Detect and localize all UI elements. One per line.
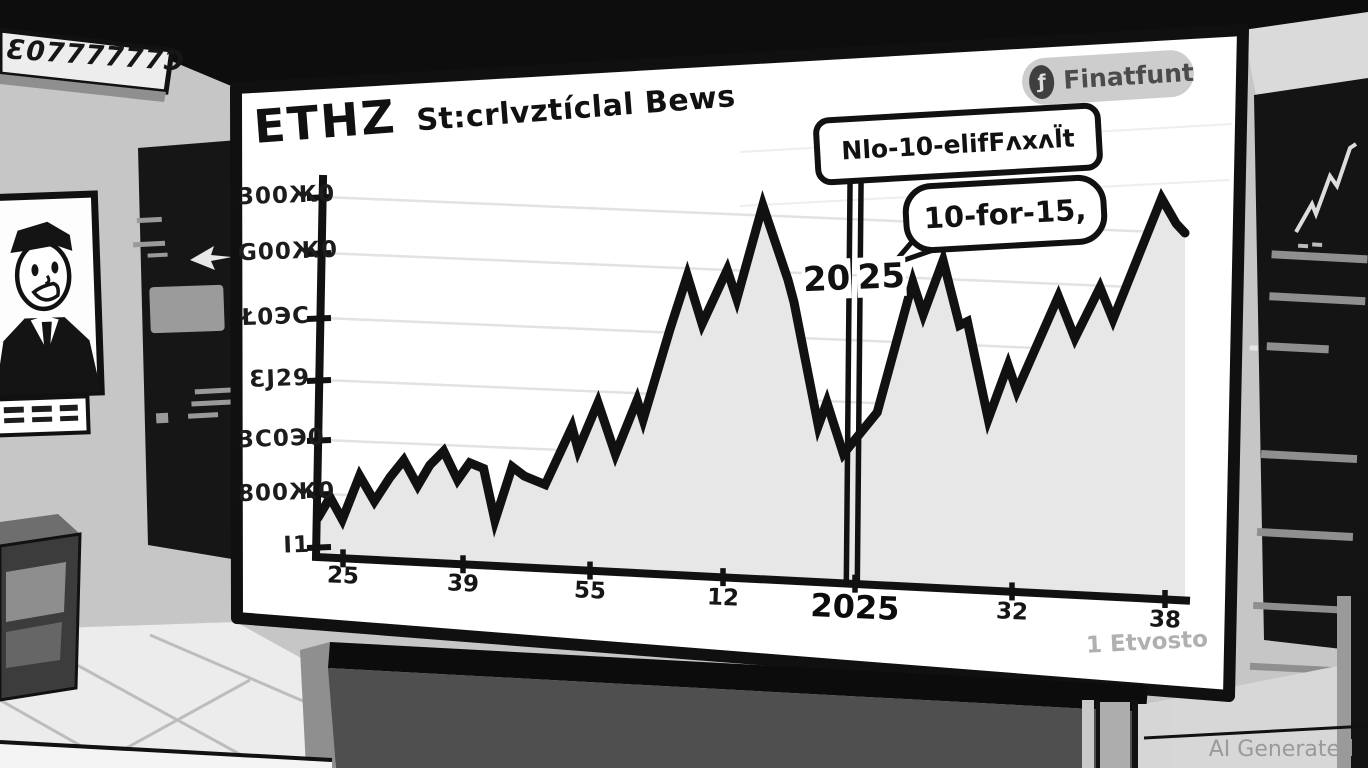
speech-bubble-main: 10-for-15, — [901, 173, 1109, 255]
y-tick-label: I1 — [282, 531, 311, 559]
price-chart — [306, 154, 1191, 609]
y-tick-mark — [306, 194, 332, 201]
right-arrow-icon — [190, 246, 232, 270]
x-tick-label: 32 — [995, 598, 1029, 626]
vline-2025 — [843, 154, 854, 584]
x-tick-label: 12 — [706, 584, 740, 612]
y-tick-label: G00Ж0 — [237, 236, 339, 267]
x-tick-label: 25 — [326, 562, 360, 590]
x-tick-label: 55 — [573, 577, 607, 605]
right-panel — [1249, 78, 1368, 675]
vline-year-label: 20 25 — [801, 255, 907, 301]
ceiling — [0, 0, 1368, 88]
left-panel — [132, 140, 238, 560]
y-tick-mark — [306, 491, 332, 498]
y-tick-label: 800Ж0 — [237, 477, 336, 508]
y-tick-mark — [306, 377, 332, 384]
y-tick-label: 3C0Э0 — [237, 424, 326, 454]
mini-sparkline-icon — [1294, 142, 1358, 233]
y-tick-mark — [306, 544, 332, 551]
ticker-sign — [0, 27, 175, 102]
studio-monitor — [0, 514, 82, 702]
foreground-props — [0, 233, 1368, 768]
y-tick-label: 300Ж0 — [237, 180, 336, 211]
price-line — [313, 187, 1190, 538]
caption-panel — [0, 394, 91, 438]
news-anchor-illustration — [0, 190, 105, 400]
y-tick-label: ƐJ29 — [248, 364, 311, 393]
ai-generated-watermark: AI Generated — [1208, 737, 1354, 762]
vline-year-left: 20 — [801, 258, 853, 301]
ticker-symbol: ETHZ — [251, 89, 399, 154]
y-tick-label: Ł0ЭС — [241, 302, 311, 332]
vline-year-right: 25 — [855, 255, 907, 298]
badge-label: Finatfunt — [1062, 57, 1195, 95]
vline-2025 — [854, 154, 865, 584]
y-tick-mark — [306, 250, 332, 257]
y-tick-mark — [306, 315, 332, 322]
price-area — [318, 198, 1185, 600]
coin-icon: ƒ — [1028, 63, 1056, 100]
wall-light-wedge — [1243, 8, 1368, 96]
x-tick-label: 39 — [446, 570, 480, 598]
y-tick-mark — [306, 437, 332, 444]
chart-axes — [311, 174, 1191, 605]
x-tick-label-2025: 2025 — [809, 586, 901, 628]
